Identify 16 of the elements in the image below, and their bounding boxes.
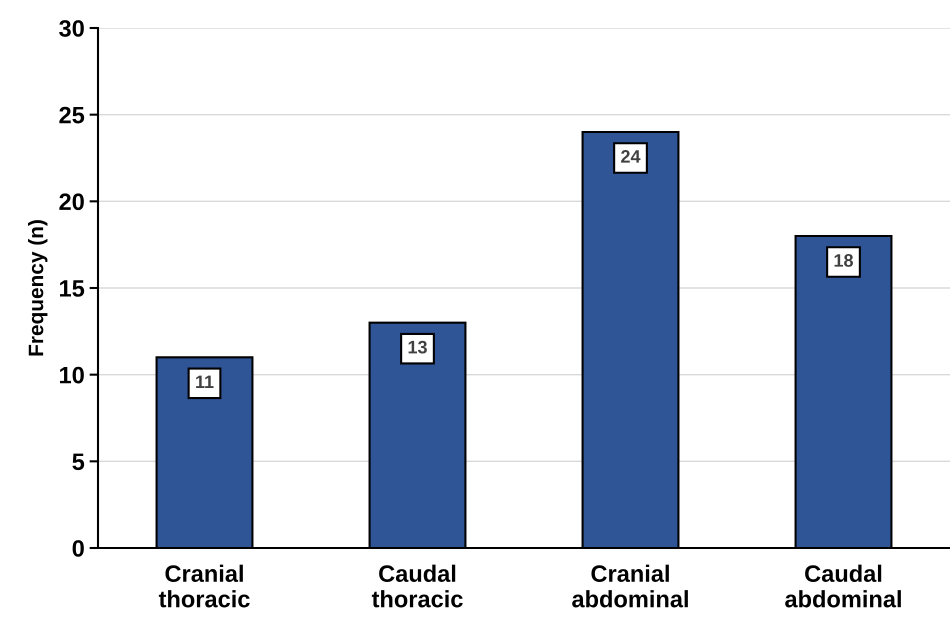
data-label: 11 (196, 376, 214, 388)
y-tick-label: 0 (72, 540, 84, 557)
y-tick-label: 15 (60, 280, 84, 297)
x-tick-label: Caudal abdominal (785, 564, 901, 608)
data-label: 18 (834, 254, 853, 267)
data-label: 13 (408, 340, 427, 354)
x-tick-label: Caudal thoracic (372, 564, 463, 608)
y-tick-label: 20 (59, 193, 84, 210)
y-tick-label: 30 (59, 20, 84, 37)
y-axis-title: Frequency (n) (28, 220, 48, 356)
y-tick-label: 25 (59, 106, 84, 124)
y-tick-label: 10 (60, 366, 84, 384)
y-tick-label: 5 (72, 454, 84, 470)
x-tick-label: Cranial thoracic (158, 564, 250, 608)
data-label: 24 (621, 150, 640, 163)
x-tick-label: Cranial abdominal (572, 564, 688, 608)
